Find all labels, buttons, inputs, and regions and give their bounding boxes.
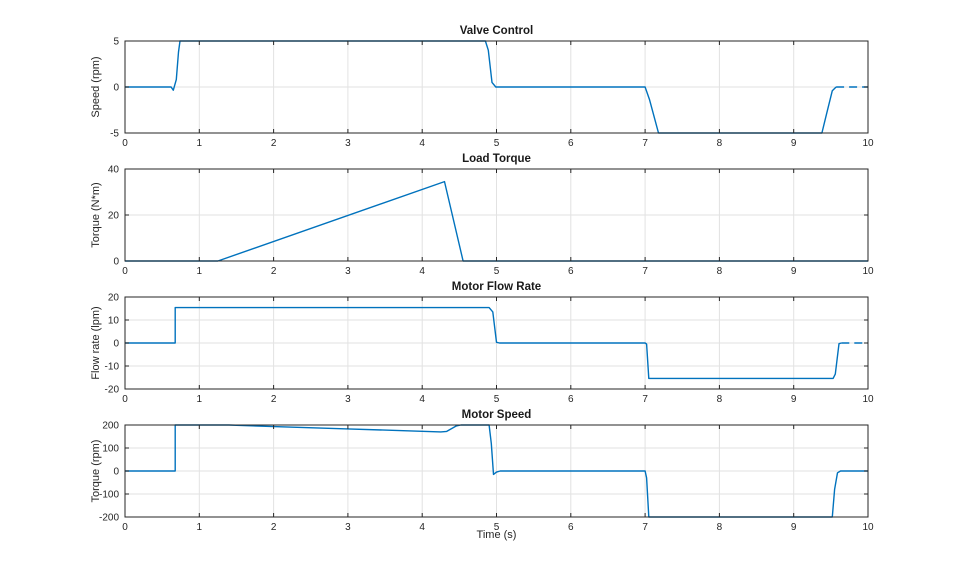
y-tick-label: 20: [108, 211, 120, 222]
x-tick-label: 10: [862, 522, 874, 533]
x-tick-label: 0: [122, 266, 128, 277]
series-line-segment: [125, 424, 868, 518]
x-tick-label: 10: [862, 138, 874, 149]
y-tick-label: -100: [99, 490, 119, 501]
y-tick-label: 0: [113, 467, 119, 478]
y-tick-label: -5: [110, 129, 119, 140]
plot-area-motor-speed: 0 1 2 3 4 5 6 7 8 9 10 -200 -100 0 100 200: [99, 421, 874, 534]
x-tick-label: 1: [197, 394, 203, 405]
x-tick-label: 8: [717, 522, 723, 533]
subplot-title: Motor Flow Rate: [452, 281, 541, 293]
x-tick-label: 2: [271, 394, 277, 405]
subplot-title: Valve Control: [460, 25, 534, 37]
x-tick-label: 9: [791, 522, 797, 533]
x-tick-label: 2: [271, 138, 277, 149]
x-tick-label: 10: [862, 394, 874, 405]
y-axis-label: Torque (N*m): [90, 182, 102, 247]
subplot-title: Load Torque: [462, 153, 531, 165]
y-tick-label: 0: [113, 257, 119, 268]
x-tick-label: 4: [419, 138, 425, 149]
x-tick-label: 3: [345, 266, 351, 277]
x-tick-label: 5: [494, 266, 500, 277]
x-tick-label: 8: [717, 394, 723, 405]
x-tick-label: 0: [122, 138, 128, 149]
subplot-load-torque: 0 1 2 3 4 5 6 7 8 9 10 0 20 40 Load Torque Torque (N*…: [90, 153, 874, 277]
y-tick-label: 0: [113, 339, 119, 350]
x-tick-label: 5: [494, 522, 500, 533]
x-tick-label: 3: [345, 138, 351, 149]
x-axis-label: Time (s): [477, 529, 517, 541]
y-tick-label: 20: [108, 293, 120, 304]
x-tick-label: 6: [568, 138, 574, 149]
y-tick-label: 10: [108, 316, 120, 327]
y-tick-label: 100: [102, 444, 119, 455]
y-tick-label: -10: [105, 362, 120, 373]
y-axis-label: Flow rate (lpm): [90, 306, 102, 379]
x-tick-label: 5: [494, 138, 500, 149]
x-tick-label: 9: [791, 394, 797, 405]
y-tick-label: 200: [102, 421, 119, 432]
x-tick-label: 6: [568, 266, 574, 277]
series-line-segment: [125, 306, 842, 380]
x-tick-label: 0: [122, 522, 128, 533]
plot-area-motor-flow-rate: 0 1 2 3 4 5 6 7 8 9 10 -20 -10 0 10 20: [105, 293, 874, 406]
plot-area-load-torque: 0 1 2 3 4 5 6 7 8 9 10 0 20 40: [108, 165, 874, 278]
y-tick-label: -20: [105, 385, 120, 396]
x-tick-label: 3: [345, 522, 351, 533]
y-tick-label: 0: [113, 83, 119, 94]
x-tick-label: 4: [419, 522, 425, 533]
x-tick-label: 0: [122, 394, 128, 405]
plot-area-valve-control: 0 1 2 3 4 5 6 7 8 9 10-505: [110, 37, 874, 150]
x-tick-label: 3: [345, 394, 351, 405]
x-tick-label: 2: [271, 266, 277, 277]
x-tick-label: 5: [494, 394, 500, 405]
x-tick-label: 6: [568, 522, 574, 533]
x-tick-label: 7: [642, 394, 648, 405]
y-tick-label: 40: [108, 165, 120, 176]
x-tick-label: 1: [197, 266, 203, 277]
x-tick-label: 9: [791, 266, 797, 277]
x-tick-label: 2: [271, 522, 277, 533]
x-tick-label: 7: [642, 522, 648, 533]
series-line-segment: [125, 40, 837, 134]
x-tick-label: 8: [717, 138, 723, 149]
y-tick-label: -200: [99, 513, 119, 524]
x-tick-label: 6: [568, 394, 574, 405]
y-tick-label: 5: [113, 37, 119, 48]
x-tick-label: 1: [197, 522, 203, 533]
y-axis-label: Torque (rpm): [90, 440, 102, 503]
x-tick-label: 7: [642, 266, 648, 277]
x-tick-label: 1: [197, 138, 203, 149]
subplot-valve-control: 0 1 2 3 4 5 6 7 8 9 10-505 Valve Control Speed (rp…: [90, 25, 874, 149]
x-tick-label: 8: [717, 266, 723, 277]
x-tick-label: 7: [642, 138, 648, 149]
x-tick-label: 4: [419, 266, 425, 277]
x-tick-label: 9: [791, 138, 797, 149]
y-axis-label: Speed (rpm): [90, 56, 102, 117]
x-tick-label: 4: [419, 394, 425, 405]
x-tick-label: 10: [862, 266, 874, 277]
subplot-title: Motor Speed: [462, 409, 532, 421]
